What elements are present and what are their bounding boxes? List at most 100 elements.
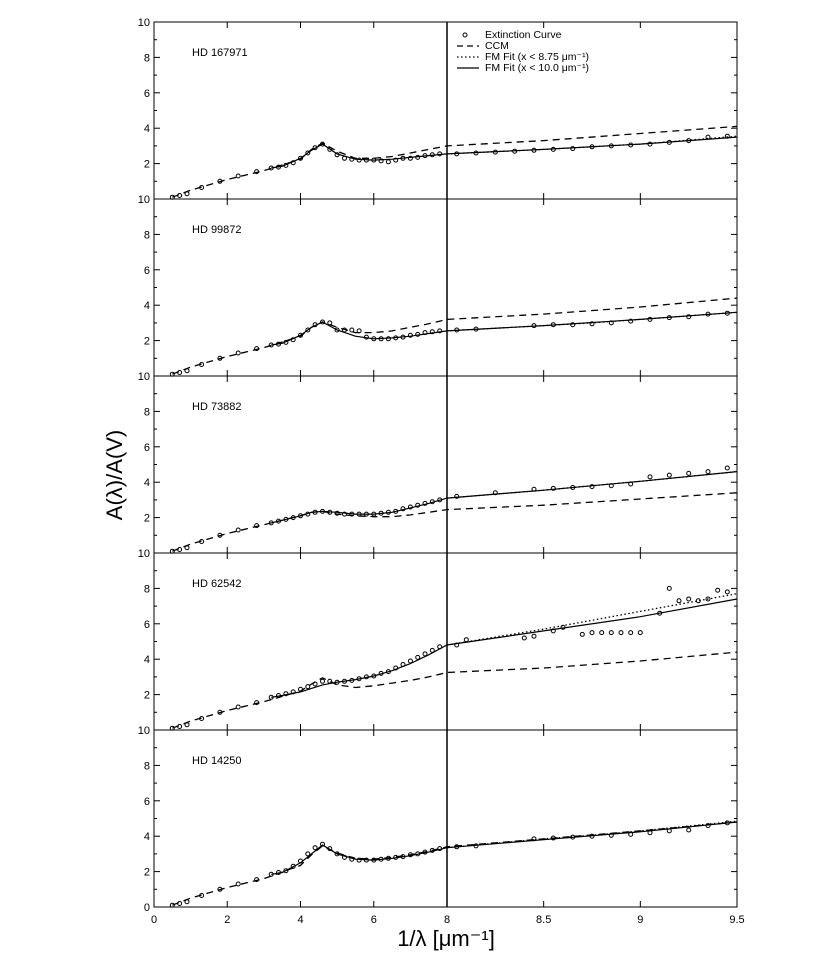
- extinction-point: [400, 662, 406, 667]
- ccm-curve: [172, 821, 738, 906]
- extinction-point: [312, 322, 318, 328]
- panel-star-label: HD 14250: [192, 755, 242, 767]
- extinction-point: [724, 820, 730, 826]
- extinction-point: [334, 510, 340, 516]
- extinction-point: [492, 490, 498, 496]
- extinction-point: [628, 318, 634, 324]
- extinction-point: [320, 678, 325, 684]
- extinction-point: [705, 469, 711, 475]
- extinction-point: [686, 596, 692, 602]
- extinction-point: [312, 145, 318, 151]
- extinction-point: [686, 470, 692, 476]
- extinction-point: [407, 332, 413, 338]
- extinction-point: [327, 320, 333, 326]
- y-tick-label: 6: [144, 796, 150, 808]
- extinction-point: [666, 139, 672, 145]
- extinction-point: [217, 886, 223, 892]
- y-tick-label: 2: [144, 690, 150, 702]
- extinction-point: [415, 851, 421, 857]
- extinction-point: [177, 724, 183, 729]
- y-tick-label: 4: [144, 654, 150, 666]
- extinction-point: [378, 510, 384, 516]
- extinction-point: [437, 644, 443, 650]
- extinction-point: [531, 836, 537, 842]
- extinction-point: [705, 823, 711, 829]
- extinction-point: [371, 511, 377, 517]
- x-tick-label: 9: [637, 914, 643, 926]
- extinction-point: [579, 631, 585, 637]
- fm-fit-10-curve: [271, 821, 738, 875]
- extinction-point: [647, 316, 653, 322]
- extinction-point: [531, 486, 537, 492]
- extinction-point: [184, 899, 190, 905]
- extinction-point: [184, 368, 190, 374]
- extinction-point: [473, 326, 479, 332]
- extinction-point: [589, 144, 595, 150]
- extinction-point: [637, 630, 643, 636]
- extinction-point: [454, 844, 460, 850]
- legend-label: CCM: [485, 40, 509, 52]
- extinction-point: [327, 146, 333, 152]
- extinction-point: [628, 831, 634, 837]
- extinction-point: [268, 165, 274, 171]
- extinction-point: [492, 149, 498, 155]
- extinction-point: [407, 155, 413, 161]
- extinction-point: [400, 854, 406, 860]
- extinction-point: [393, 157, 399, 163]
- extinction-point: [393, 335, 399, 341]
- extinction-point: [371, 673, 377, 679]
- extinction-point: [647, 830, 653, 836]
- y-tick-label: 6: [144, 265, 150, 277]
- y-tick-label: 2: [144, 513, 150, 525]
- extinction-point: [349, 327, 355, 333]
- extinction-point: [628, 481, 634, 487]
- extinction-point: [177, 547, 183, 552]
- ccm-curve: [172, 297, 738, 375]
- extinction-point: [312, 681, 318, 687]
- extinction-point: [217, 532, 223, 538]
- x-tick-label: 0: [151, 914, 157, 926]
- y-tick-label: 2: [144, 336, 150, 348]
- extinction-point: [199, 362, 205, 367]
- extinction-point: [363, 511, 369, 517]
- extinction-point: [378, 158, 384, 164]
- extinction-point: [199, 185, 205, 190]
- extinction-point: [254, 346, 260, 352]
- extinction-point: [217, 178, 223, 184]
- extinction-point: [312, 845, 318, 851]
- extinction-point: [454, 151, 460, 157]
- extinction-point: [550, 628, 556, 634]
- extinction-point: [393, 854, 399, 860]
- extinction-point: [437, 151, 443, 157]
- extinction-point: [393, 665, 399, 671]
- extinction-point: [724, 133, 730, 139]
- y-tick-label: 0: [144, 902, 150, 914]
- extinction-point: [334, 152, 340, 158]
- extinction-point: [342, 854, 347, 860]
- extinction-point: [407, 658, 413, 664]
- extinction-point: [298, 513, 303, 519]
- extinction-point: [628, 142, 634, 148]
- chart-panel-3: 2 4 6 8 10 HD 73882: [138, 371, 738, 554]
- extinction-point: [378, 670, 384, 676]
- extinction-point: [531, 633, 537, 639]
- extinction-point: [235, 704, 241, 710]
- extinction-point: [254, 877, 260, 883]
- extinction-point: [356, 328, 362, 334]
- extinction-point: [283, 339, 289, 345]
- legend-label: FM Fit (x < 10.0 μm⁻¹): [485, 62, 589, 74]
- extinction-point: [327, 678, 333, 684]
- extinction-point: [235, 527, 241, 533]
- extinction-point: [199, 893, 205, 898]
- fm-fit-10-curve: [271, 598, 738, 698]
- panel-star-label: HD 73882: [192, 401, 242, 413]
- extinction-point: [356, 676, 362, 682]
- extinction-point: [560, 624, 566, 630]
- extinction-point: [589, 833, 595, 839]
- extinction-point: [437, 846, 443, 852]
- ccm-curve: [172, 651, 738, 729]
- extinction-point: [349, 856, 355, 862]
- extinction-point: [363, 157, 369, 163]
